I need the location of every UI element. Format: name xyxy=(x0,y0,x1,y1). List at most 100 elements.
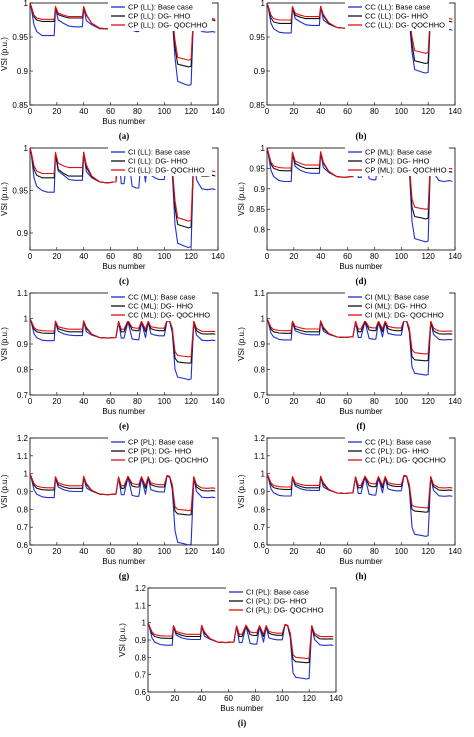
y-tick-label: 0.8 xyxy=(254,226,266,235)
y-tick-label: 0.85 xyxy=(12,101,28,110)
x-tick-label: 140 xyxy=(329,694,343,703)
legend-entry: CC (ML): DG- QOCHHO xyxy=(128,311,210,320)
y-tick-label: 1.2 xyxy=(17,435,29,443)
x-tick-label: 60 xyxy=(106,547,115,556)
x-tick-label: 20 xyxy=(170,694,179,703)
x-tick-label: 100 xyxy=(158,252,172,261)
y-tick-label: 0.8 xyxy=(17,366,29,375)
x-tick-label: 20 xyxy=(52,397,61,406)
x-tick-label: 100 xyxy=(395,547,409,556)
x-tick-label: 20 xyxy=(52,107,61,116)
x-tick-label: 140 xyxy=(211,252,225,261)
y-axis-label: VSI (p.u.) xyxy=(0,327,9,361)
y-tick-label: 0.7 xyxy=(135,671,147,680)
x-tick-label: 60 xyxy=(106,252,115,261)
series-line-3 xyxy=(30,473,216,512)
chart-panel-4: 0 20 40 60 80 100 120 140 0.8 0.85 0.9 0.95 1 Bus num… xyxy=(237,144,474,290)
chart-svg: 0 20 40 60 80 100 120 140 0.85 0.9 0.95 1 (b) CC (LL)… xyxy=(249,0,462,141)
legend-box xyxy=(226,586,330,616)
y-tick-label: 0.85 xyxy=(249,101,265,110)
y-tick-label: 1.1 xyxy=(254,290,266,298)
x-tick-label: 80 xyxy=(251,694,260,703)
y-tick-label: 0.9 xyxy=(17,67,29,76)
y-tick-label: 1.2 xyxy=(135,585,147,593)
x-tick-label: 40 xyxy=(316,252,325,261)
y-axis-label: VSI (p.u.) xyxy=(0,474,9,508)
y-tick-label: 0.6 xyxy=(17,541,29,550)
legend-entry: CI (LL): DG- QOCHHO xyxy=(128,166,205,175)
legend-entry: CI (LL): Base case xyxy=(128,148,190,157)
x-tick-label: 120 xyxy=(421,397,435,406)
x-tick-label: 100 xyxy=(395,107,409,116)
chart-svg: 0 20 40 60 80 100 120 140 0.8 0.85 0.9 0.95 1 Bus num… xyxy=(237,144,462,286)
y-tick-label: 0.95 xyxy=(12,33,28,42)
y-tick-label: 1.2 xyxy=(254,435,266,443)
chart-panel-7: 0 20 40 60 80 100 120 140 0.6 0.7 0.8 0.9 1 1.1 1.2 Bus… xyxy=(0,434,237,585)
y-tick-label: 0.7 xyxy=(254,523,266,532)
x-tick-label: 100 xyxy=(276,694,290,703)
x-tick-label: 0 xyxy=(265,397,270,406)
chart-panel-6: 0 20 40 60 80 100 120 140 0.7 0.8 0.9 1 1.1 Bus numbe… xyxy=(237,289,474,435)
legend-entry: CC (PL): DG- QOCHHO xyxy=(365,456,446,465)
chart-panel-1: 0 20 40 60 80 100 120 140 0.85 0.9 0.95 1 Bus number… xyxy=(0,0,237,145)
legend-entry: CC (PL): DG- HHO xyxy=(365,447,429,456)
panel-label: (g) xyxy=(119,571,130,581)
y-tick-label: 0.8 xyxy=(254,505,266,514)
y-axis-label: VSI (p.u.) xyxy=(237,327,246,361)
y-tick-label: 0.7 xyxy=(254,391,266,400)
x-tick-label: 60 xyxy=(106,397,115,406)
y-tick-label: 1.1 xyxy=(135,601,147,610)
x-tick-label: 80 xyxy=(370,397,379,406)
legend-entry: CC (LL): DG- HHO xyxy=(365,12,428,21)
x-tick-label: 0 xyxy=(265,107,270,116)
chart-panel-2: 0 20 40 60 80 100 120 140 0.85 0.9 0.95 1 (b) CC (LL)… xyxy=(237,0,474,145)
y-tick-label: 0.95 xyxy=(12,187,28,196)
legend-box xyxy=(345,291,449,321)
x-tick-label: 40 xyxy=(316,547,325,556)
x-tick-label: 140 xyxy=(448,252,462,261)
y-tick-label: 0.8 xyxy=(17,505,29,514)
x-tick-label: 100 xyxy=(395,252,409,261)
x-axis-label: Bus number xyxy=(102,117,145,126)
panel-label: (b) xyxy=(356,131,367,141)
x-tick-label: 100 xyxy=(158,547,172,556)
panel-label: (f) xyxy=(357,421,366,431)
panel-label: (a) xyxy=(119,131,130,141)
x-axis-label: Bus number xyxy=(102,262,145,271)
x-tick-label: 140 xyxy=(211,547,225,556)
y-tick-label: 1.1 xyxy=(254,452,266,461)
legend-entry: CI (PL): Base case xyxy=(246,588,309,597)
x-tick-label: 80 xyxy=(133,107,142,116)
chart-panel-8: 0 20 40 60 80 100 120 140 0.6 0.7 0.8 0.9 1 1.1 1.2 Bus… xyxy=(237,434,474,585)
y-tick-label: 0.95 xyxy=(249,33,265,42)
x-tick-label: 20 xyxy=(289,547,298,556)
y-tick-label: 1 xyxy=(24,470,29,479)
x-tick-label: 120 xyxy=(421,107,435,116)
x-axis-label: Bus number xyxy=(339,262,382,271)
legend-entry: CP (ML): DG- HHO xyxy=(365,157,430,166)
x-tick-label: 20 xyxy=(52,547,61,556)
x-tick-label: 20 xyxy=(289,252,298,261)
x-axis-label: Bus number xyxy=(220,704,263,713)
y-tick-label: 1 xyxy=(24,145,29,153)
y-tick-label: 0.7 xyxy=(17,391,29,400)
legend-entry: CI (ML): DG- HHO xyxy=(365,302,427,311)
x-tick-label: 40 xyxy=(79,107,88,116)
x-tick-label: 120 xyxy=(421,547,435,556)
x-tick-label: 40 xyxy=(79,547,88,556)
x-tick-label: 60 xyxy=(224,694,233,703)
x-tick-label: 120 xyxy=(184,252,198,261)
x-tick-label: 60 xyxy=(343,547,352,556)
legend-entry: CI (PL): DG- HHO xyxy=(246,597,307,606)
x-tick-label: 0 xyxy=(28,107,33,116)
legend-entry: CC (LL): Base case xyxy=(365,3,430,12)
y-tick-label: 0.85 xyxy=(249,205,265,214)
legend-entry: CI (PL): DG- QOCHHO xyxy=(246,606,324,615)
x-tick-label: 20 xyxy=(289,397,298,406)
y-tick-label: 0.9 xyxy=(17,229,29,238)
panel-label: (e) xyxy=(119,421,129,431)
y-tick-label: 1 xyxy=(261,470,266,479)
